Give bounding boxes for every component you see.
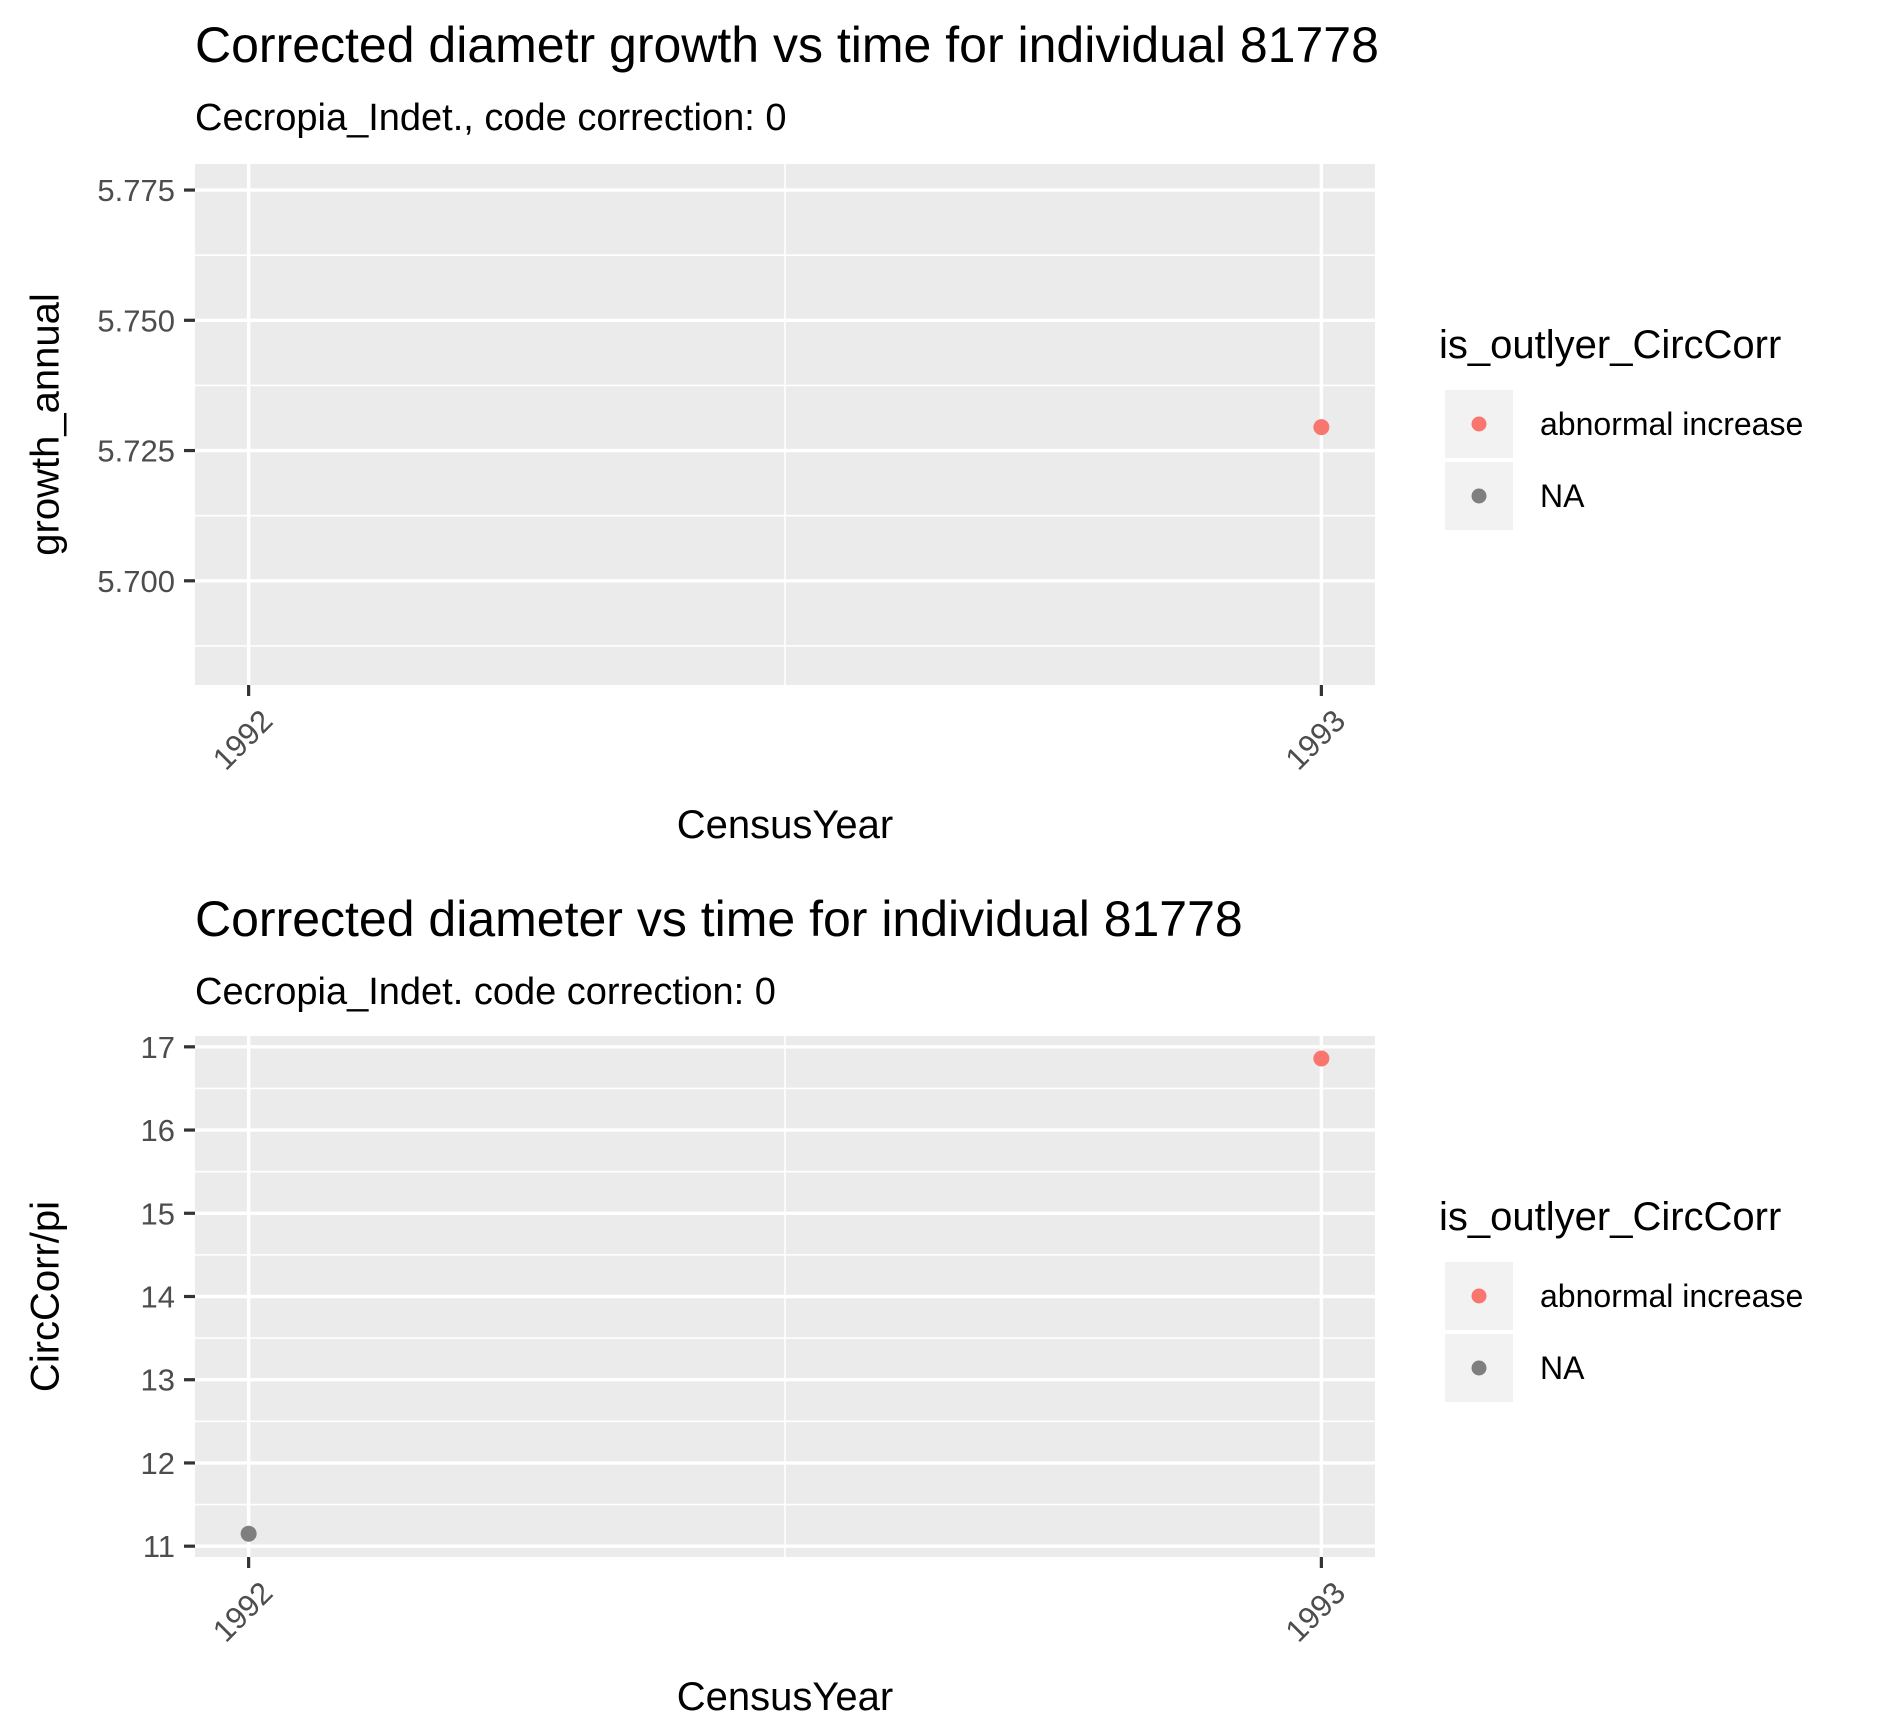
chart-2-x-tick-label-1: 1993 [1279,1575,1353,1649]
chart-2-y-axis-title: CircCorr/pi [24,1201,68,1392]
chart-1-legend-label-1: NA [1540,478,1585,514]
chart-1-y-axis-title: growth_annual [24,293,68,555]
chart-2-legend-swatch-1 [1471,1360,1487,1376]
chart-2-legend-label-0: abnormal increase [1540,1278,1803,1314]
chart-1-point-0 [1313,419,1330,436]
chart-2-point-1 [1313,1050,1330,1067]
chart-1-legend-label-0: abnormal increase [1540,406,1803,442]
chart-1-y-tick-label-0: 5.700 [97,564,175,599]
chart-2-y-tick-label-0: 11 [143,1529,175,1564]
chart-2-y-tick-label-3: 14 [141,1280,175,1315]
chart-2-subtitle: Cecropia_Indet. code correction: 0 [195,971,776,1013]
chart-1-y-tick-label-3: 5.775 [97,173,175,208]
chart-2-y-tick-label-1: 12 [141,1446,175,1481]
chart-1-legend-swatch-0 [1471,416,1487,432]
chart-2-y-tick-label-2: 13 [141,1363,175,1398]
chart-2-y-tick-label-6: 17 [141,1030,175,1065]
chart-1-legend-swatch-1 [1471,488,1487,504]
chart-1-subtitle: Cecropia_Indet., code correction: 0 [195,97,786,139]
chart-2-legend-label-1: NA [1540,1350,1585,1386]
chart-2-x-axis-title: CensusYear [677,1675,893,1719]
chart-2-title: Corrected diameter vs time for individua… [195,891,1243,947]
chart-2-y-tick-label-4: 15 [141,1196,175,1231]
chart-2-x-tick-label-0: 1992 [206,1575,280,1649]
chart-2-point-0 [240,1525,257,1542]
chart-2-legend-swatch-0 [1471,1288,1487,1304]
chart-2-y-tick-label-5: 16 [141,1113,175,1148]
chart-1-group: Corrected diametr growth vs time for ind… [24,17,1804,847]
chart-2-group: Corrected diameter vs time for individua… [24,891,1804,1719]
chart-1-title: Corrected diametr growth vs time for ind… [195,17,1379,73]
chart-1-legend-title: is_outlyer_CircCorr [1439,323,1781,367]
chart-1-y-tick-label-2: 5.750 [97,303,175,338]
chart-1-x-tick-label-1: 1993 [1279,703,1353,777]
chart-2-legend-title: is_outlyer_CircCorr [1439,1195,1781,1239]
chart-1-x-tick-label-0: 1992 [206,703,280,777]
chart-1-x-axis-title: CensusYear [677,803,893,847]
chart-1-y-tick-label-1: 5.725 [97,434,175,469]
